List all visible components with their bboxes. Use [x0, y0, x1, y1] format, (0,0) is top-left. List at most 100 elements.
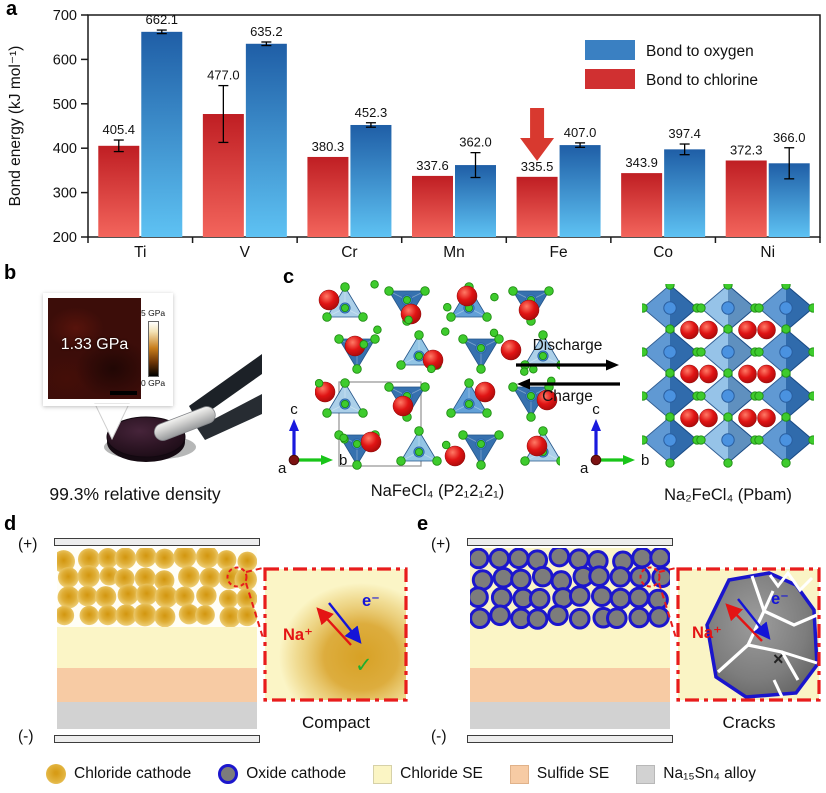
alloy-layer: [470, 702, 670, 729]
unit-cell-outline: [338, 381, 422, 467]
sulfide-se-layer: [470, 668, 670, 702]
cl-atom: [723, 284, 733, 290]
bar-value-label: 452.3: [355, 105, 388, 120]
legend-item-chloride-cathode: Chloride cathode: [46, 764, 191, 784]
chloride-cathode-particle: [77, 548, 101, 571]
figure-legend: Chloride cathode Oxide cathode Chloride …: [0, 755, 826, 793]
svg-text:200: 200: [53, 230, 77, 246]
cross-mark-icon: ×: [773, 649, 784, 669]
svg-text:Ti: Ti: [134, 244, 146, 258]
legend-item-oxide-cathode: Oxide cathode: [218, 764, 346, 784]
cl-atom: [370, 334, 380, 344]
cl-atom: [359, 340, 369, 349]
cl-atom: [340, 282, 350, 292]
svg-text:400: 400: [53, 141, 77, 157]
cl-atom: [384, 382, 394, 392]
cl-atom: [489, 328, 499, 338]
bar-value-label: 407.0: [564, 125, 597, 140]
electron-arrow: [328, 602, 362, 644]
fecl4-tetrahedron: [400, 430, 438, 462]
cl-atom: [642, 435, 648, 445]
chloride-cathode-particle: [114, 548, 137, 570]
legend-item-chloride-se: Chloride SE: [373, 764, 483, 784]
chloride-cathode-particle: [97, 548, 119, 569]
bar-value-label: 335.5: [521, 159, 554, 174]
chloride-cathode-particle: [196, 585, 217, 606]
fe-highlight-arrow-icon: [520, 108, 555, 161]
na-atom: [360, 431, 382, 453]
na-atom: [680, 364, 699, 384]
legend-chlorine-label: Bond to chlorine: [646, 72, 758, 89]
chloride-cathode-particle: [134, 567, 156, 589]
tweezer-arm-upper: [189, 354, 262, 420]
compact-particle-callout: Na⁺ e⁻ ✓: [261, 565, 411, 715]
sulfide-se-layer: [57, 668, 257, 702]
bar-value-label: 405.4: [103, 122, 136, 137]
bar-value-label: 380.3: [312, 139, 345, 154]
cl-atom: [334, 334, 344, 344]
cl-atom: [696, 435, 706, 445]
legend-label: Sulfide SE: [536, 765, 610, 782]
chloride-se-layer: [470, 548, 670, 668]
fe-atom: [779, 301, 793, 315]
cracked-particle-callout: Na⁺ e⁻ ×: [674, 565, 824, 715]
chloride-cathode-particles: [57, 548, 257, 627]
na-ion-label: Na⁺: [692, 624, 722, 642]
chloride-cathode-particle: [77, 565, 100, 588]
crack-line: [762, 590, 775, 612]
cl-atom: [352, 460, 362, 470]
cl-atom: [373, 325, 382, 334]
cl-atom: [396, 456, 406, 466]
oxide-cathode-particle: [547, 604, 569, 627]
bar-value-label: 372.3: [730, 142, 763, 157]
fe-atom: [663, 389, 677, 403]
chloride-cathode-particle: [57, 567, 79, 588]
cl-atom: [754, 435, 764, 445]
cl-atom: [370, 280, 379, 289]
fecl4-tetrahedron: [462, 338, 500, 370]
tweezer-tip: [153, 406, 216, 441]
fe-atom: [721, 433, 735, 447]
panel-c: c c b a NaFeCl₄ (P2₁2₁2₁) Discharge Charge…: [270, 258, 826, 510]
fe-atom: [663, 345, 677, 359]
legend-swatch-oxygen: [585, 40, 635, 60]
svg-text:c: c: [592, 401, 600, 418]
chloride-cathode-particle: [135, 548, 157, 568]
bar-value-label: 662.1: [146, 12, 179, 27]
cl-atom: [322, 312, 332, 322]
alloy-layer: [57, 702, 257, 729]
bar: [664, 149, 706, 237]
cl-atom: [440, 327, 450, 336]
svg-text:c: c: [290, 401, 298, 418]
cl-atom: [642, 303, 648, 313]
cl-atom: [723, 458, 733, 468]
cl-atom: [464, 378, 474, 388]
compact-caption: Compact: [301, 713, 371, 732]
cl-atom: [384, 286, 394, 296]
cl-atom: [665, 324, 675, 334]
bar-value-label: 397.4: [668, 126, 701, 141]
na-atom: [738, 320, 757, 340]
chloride-cathode-particle: [236, 605, 257, 627]
chloride-cathode-particle: [95, 586, 117, 608]
nafecl4-structure: [315, 280, 560, 470]
fecl4-tetrahedron: [326, 382, 364, 414]
na-atom: [738, 364, 757, 384]
na-atom: [500, 339, 522, 361]
chloride-cathode-particle: [154, 606, 176, 627]
svg-text:V: V: [240, 244, 251, 258]
cl-atom: [446, 312, 456, 322]
chloride-se-swatch-icon: [373, 764, 393, 784]
cl-atom: [556, 456, 560, 466]
bar-value-label: 337.6: [416, 158, 449, 173]
legend-swatch-chlorine: [585, 69, 635, 89]
oxide-cathode-particle: [605, 607, 628, 630]
oxide-cathode-particle: [568, 607, 591, 630]
bar: [350, 124, 392, 237]
chloride-cathode-particle: [117, 584, 139, 606]
crack-line: [772, 679, 784, 698]
bar: [621, 173, 663, 237]
colorbar: [148, 321, 159, 377]
hardness-map-inset: 1.33 GPa 5 GPa 0 GPa: [43, 293, 173, 406]
